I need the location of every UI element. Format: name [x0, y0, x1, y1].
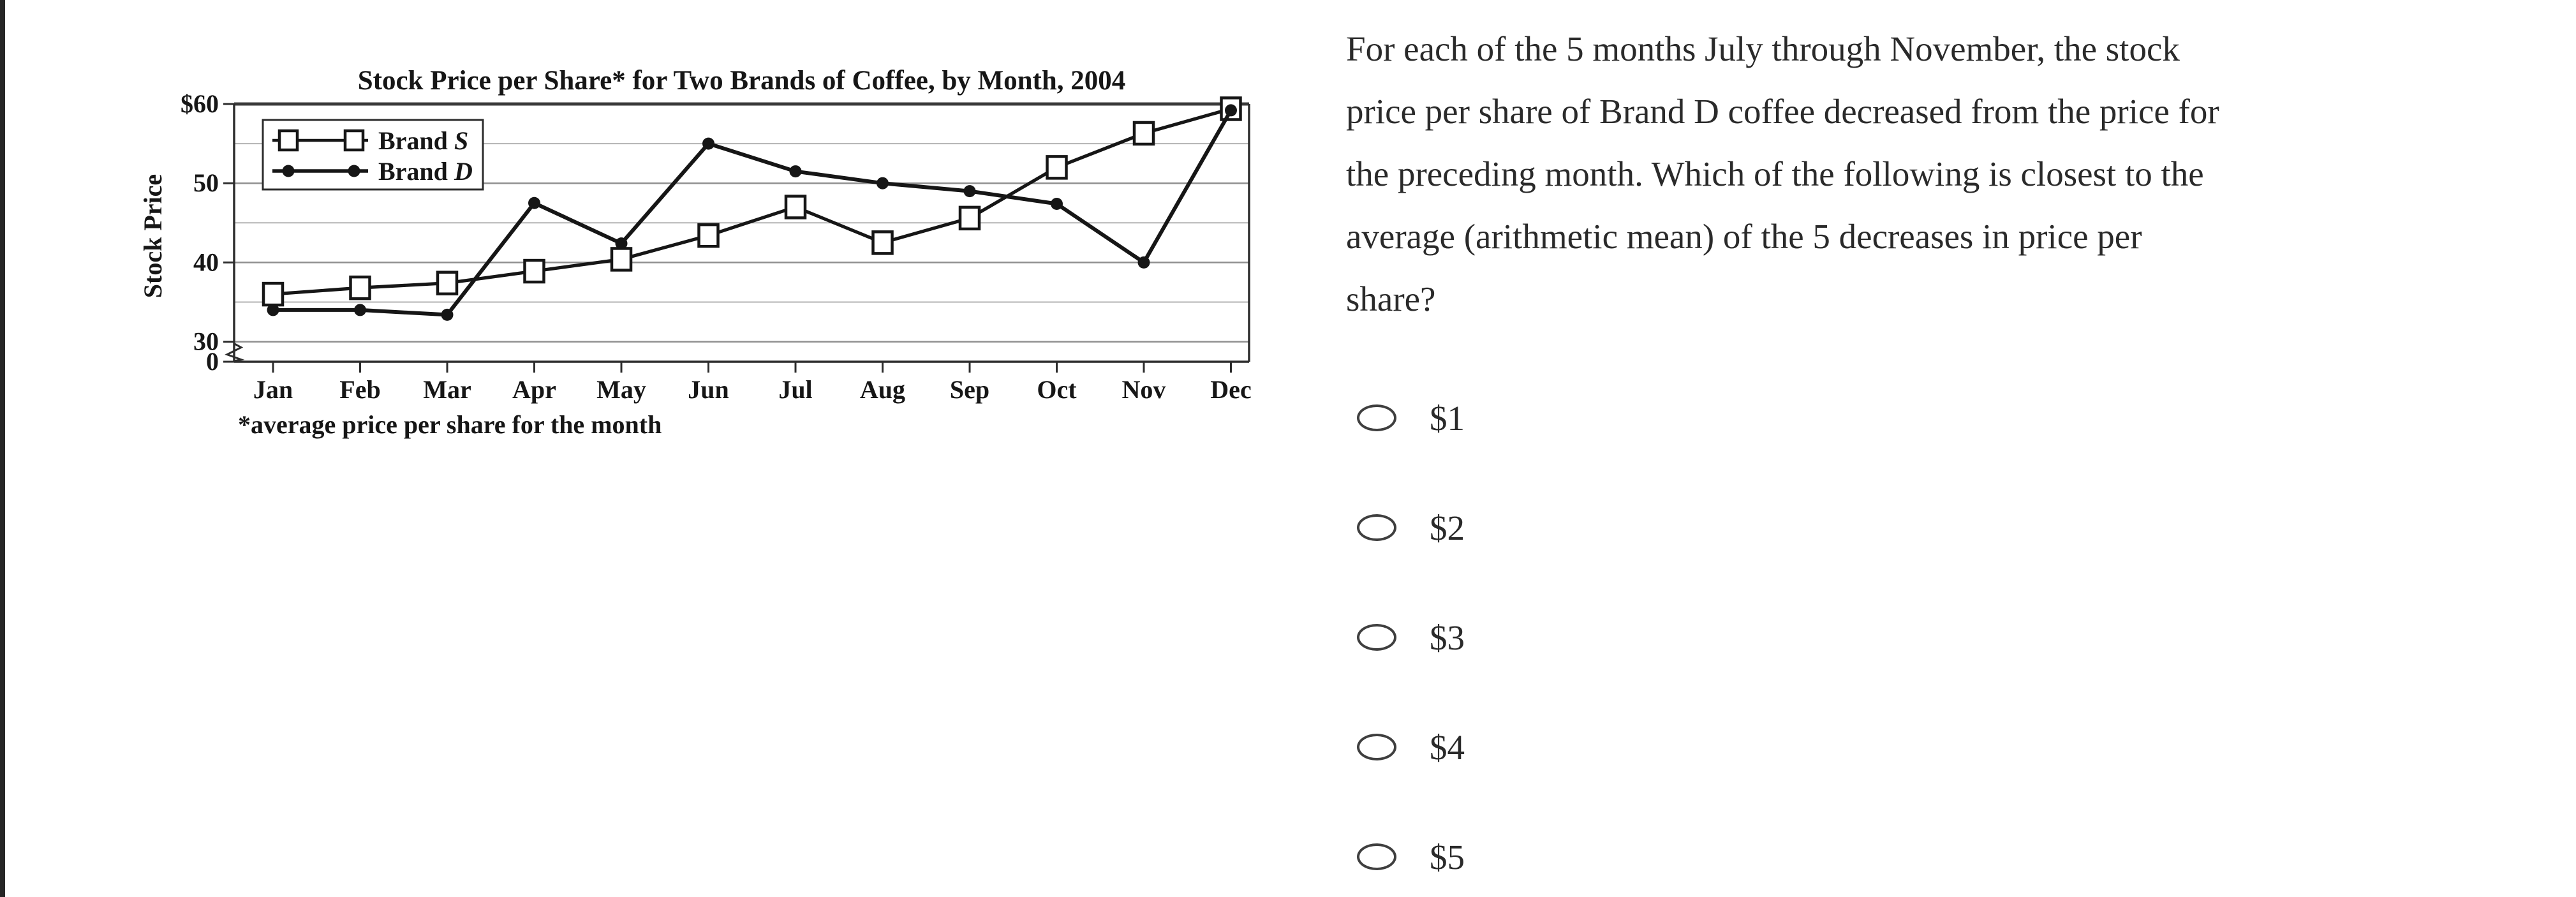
marker-open-square [697, 223, 720, 248]
marker-open-square [871, 230, 894, 255]
option-radio-icon[interactable] [1357, 514, 1396, 541]
x-tick-label-Nov: Nov [1122, 375, 1166, 404]
question-line: share? [1346, 279, 1436, 318]
series-line-brand-d [273, 109, 1233, 317]
x-tick-label-Oct: Oct [1037, 375, 1077, 404]
panel-divider [0, 0, 5, 897]
option-radio-icon[interactable] [1357, 404, 1396, 431]
marker-filled-circle [702, 137, 714, 150]
x-tick-label-Feb: Feb [339, 375, 380, 404]
legend-box [262, 119, 484, 191]
x-tick-label-Sep: Sep [950, 375, 989, 404]
y-axis-title: Stock Price [138, 174, 167, 298]
question-panel: For each of the 5 months July through No… [1301, 0, 2576, 897]
x-tick-label-Jan: Jan [253, 375, 293, 404]
marker-open-square [958, 205, 981, 231]
option-radio-icon[interactable] [1357, 624, 1396, 651]
legend-marker-filled-circle [282, 165, 295, 177]
legend-label-brand-s: Brand S [378, 126, 468, 155]
question-text: For each of the 5 months July through No… [1346, 18, 2545, 330]
question-line: the preceding month. Which of the follow… [1346, 154, 2204, 193]
option-label: $2 [1430, 508, 1465, 547]
option-radio-icon[interactable] [1357, 734, 1396, 760]
stock-price-chart-svg: $60 50 40 300 Jan Feb Mar Apr May Jun Jul Aug Sep Oct… [138, 66, 1252, 439]
legend-marker-open-square [278, 129, 299, 152]
marker-open-square [436, 271, 459, 295]
option-row-5[interactable]: $5 [1357, 825, 1465, 889]
y-tick-label-50: 50 [193, 168, 219, 197]
marker-filled-circle [1051, 197, 1063, 210]
question-line: For each of the 5 months July through No… [1346, 29, 2180, 68]
marker-open-square [784, 195, 807, 219]
question-line: average (arithmetic mean) of the 5 decre… [1346, 217, 2142, 256]
marker-open-square [262, 281, 285, 307]
option-row-3[interactable]: $3 [1357, 605, 1465, 669]
chart-footnote: *average price per share for the month [238, 410, 662, 439]
marker-open-square [1046, 155, 1068, 180]
y-tick-label-60: $60 [181, 89, 219, 118]
x-tick-label-Dec: Dec [1210, 375, 1251, 404]
x-tick-label-Aug: Aug [860, 375, 905, 404]
option-row-4[interactable]: $4 [1357, 715, 1465, 779]
marker-filled-circle [877, 177, 889, 189]
stock-price-chart: $60 50 40 30 0 Jan Feb Mar Apr May Jun Jul Aug Sep Oct… [0, 0, 1295, 523]
marker-filled-circle [354, 304, 366, 316]
option-row-1[interactable]: $1 [1357, 386, 1465, 450]
option-label: $1 [1430, 398, 1465, 438]
option-row-2[interactable]: $2 [1357, 496, 1465, 560]
marker-open-square [349, 275, 371, 300]
x-tick-label-Jun: Jun [688, 375, 729, 404]
y-tick-label-30: 30 [193, 327, 219, 356]
marker-filled-circle [441, 308, 454, 321]
option-radio-icon[interactable] [1357, 843, 1396, 870]
marker-open-square [1132, 121, 1155, 146]
y-axis-break [225, 343, 245, 362]
marker-filled-circle [1225, 104, 1237, 117]
y-tick-label-0: 0 [206, 347, 219, 376]
legend-marker-open-square [343, 129, 365, 152]
marker-filled-circle [615, 237, 628, 250]
marker-filled-circle [528, 196, 540, 209]
legend-label-brand-d: Brand D [378, 157, 473, 186]
x-tick-label-Mar: Mar [423, 375, 471, 404]
marker-open-square [610, 247, 633, 272]
series-line-brand-s [272, 107, 1232, 296]
y-tick-label-40: 40 [193, 248, 219, 276]
x-tick-label-Jul: Jul [778, 375, 812, 404]
marker-filled-circle [267, 304, 279, 316]
x-tick-label-Apr: Apr [512, 375, 556, 404]
x-tick-label-May: May [596, 375, 646, 404]
chart-title: Stock Price per Share* for Two Brands of… [358, 66, 1126, 96]
question-line: price per share of Brand D coffee decrea… [1346, 92, 2219, 131]
legend-marker-filled-circle [348, 165, 360, 177]
marker-filled-circle [789, 165, 802, 178]
marker-filled-circle [963, 185, 976, 198]
option-label: $3 [1430, 618, 1465, 657]
marker-open-square [523, 258, 545, 284]
option-label: $4 [1430, 727, 1465, 767]
option-label: $5 [1430, 837, 1465, 877]
marker-filled-circle [1137, 256, 1150, 269]
